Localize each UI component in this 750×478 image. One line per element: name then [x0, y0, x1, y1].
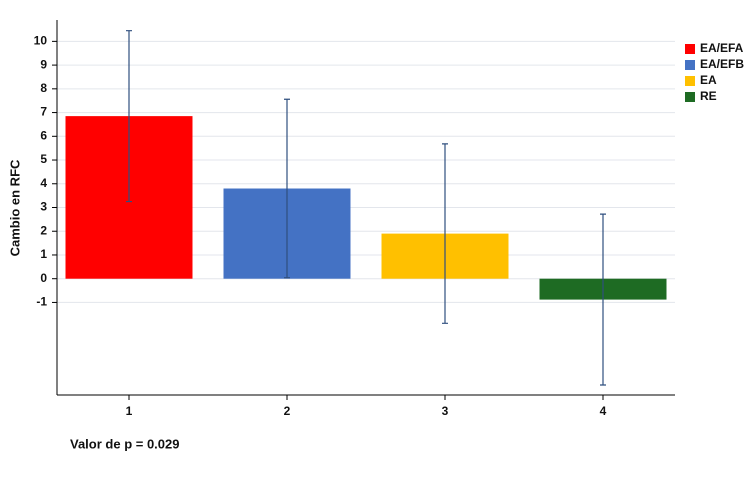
error-bar [600, 213, 606, 386]
y-tick-label: 9 [40, 57, 47, 71]
y-tick-label: 0 [40, 271, 47, 285]
legend-swatch [685, 92, 695, 102]
y-tick-label: 4 [40, 176, 47, 190]
y-tick-label: 10 [34, 34, 48, 48]
legend-label: EA [700, 73, 717, 87]
y-tick-label: 3 [40, 200, 47, 214]
y-axis-label: Cambio en RFC [7, 159, 22, 256]
legend-swatch [685, 76, 695, 86]
x-tick-label: 4 [600, 404, 607, 418]
y-tick-label: 6 [40, 128, 47, 142]
error-bar [126, 30, 132, 203]
x-tick-label: 2 [284, 404, 291, 418]
x-tick-label: 3 [442, 404, 449, 418]
y-tick-label: -1 [36, 295, 47, 309]
y-tick-label: 2 [40, 223, 47, 237]
y-tick-label: 1 [40, 247, 47, 261]
y-tick-label: 8 [40, 81, 47, 95]
legend-swatch [685, 44, 695, 54]
error-bar [284, 98, 290, 279]
legend-label: EA/EFA [700, 41, 744, 55]
annotation: Valor de p = 0.029 [70, 436, 179, 451]
y-tick-label: 7 [40, 105, 47, 119]
error-bar [442, 143, 448, 324]
x-tick-label: 1 [126, 404, 133, 418]
y-tick-label: 5 [40, 152, 47, 166]
legend-swatch [685, 60, 695, 70]
legend-label: EA/EFB [700, 57, 744, 71]
legend-label: RE [700, 89, 717, 103]
